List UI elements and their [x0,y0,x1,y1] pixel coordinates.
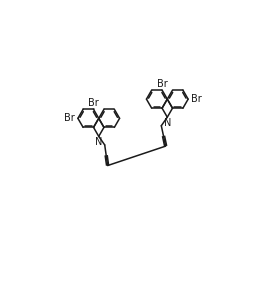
Text: Br: Br [191,94,202,104]
Text: N: N [164,118,171,128]
Text: Br: Br [65,113,75,123]
Text: N: N [95,137,102,147]
Text: Br: Br [88,98,99,108]
Text: Br: Br [157,79,168,89]
